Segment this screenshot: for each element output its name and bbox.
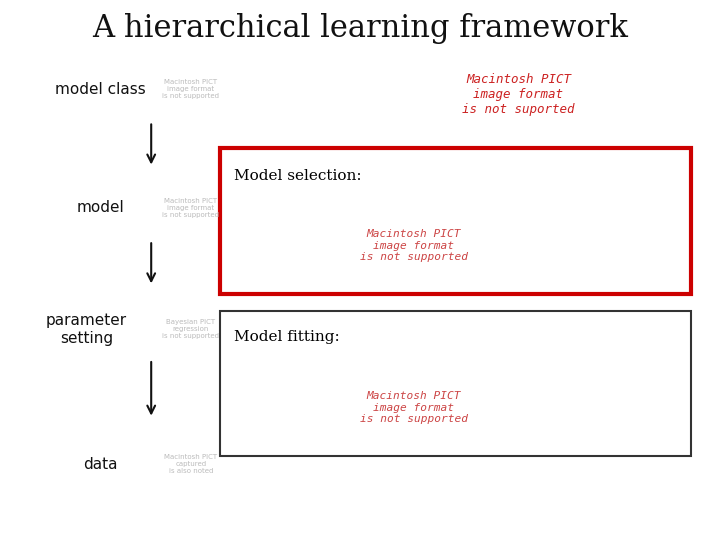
Text: Macintosh PICT
image format
is not supported: Macintosh PICT image format is not suppo… <box>162 198 220 218</box>
Text: Model fitting:: Model fitting: <box>234 330 340 345</box>
Text: parameter
setting: parameter setting <box>46 313 127 346</box>
Text: model class: model class <box>55 82 146 97</box>
Text: Macintosh PICT
captured
is also noted: Macintosh PICT captured is also noted <box>164 454 217 475</box>
Text: model: model <box>77 200 125 215</box>
Text: Macintosh PICT
image format
is not supported: Macintosh PICT image format is not suppo… <box>360 229 468 262</box>
Text: Model selection:: Model selection: <box>234 168 361 183</box>
Text: data: data <box>84 457 118 472</box>
Bar <box>220 148 691 294</box>
Text: Macintosh PICT
image format
is not supported: Macintosh PICT image format is not suppo… <box>360 391 468 424</box>
Bar <box>220 310 691 456</box>
Text: Macintosh PICT
image format
is not supported: Macintosh PICT image format is not suppo… <box>162 79 220 99</box>
Text: A hierarchical learning framework: A hierarchical learning framework <box>92 14 628 44</box>
Text: Bayesian PICT
regression
is not supported: Bayesian PICT regression is not supporte… <box>162 319 220 340</box>
Text: Macintosh PICT
image format
is not suported: Macintosh PICT image format is not supor… <box>462 73 575 116</box>
